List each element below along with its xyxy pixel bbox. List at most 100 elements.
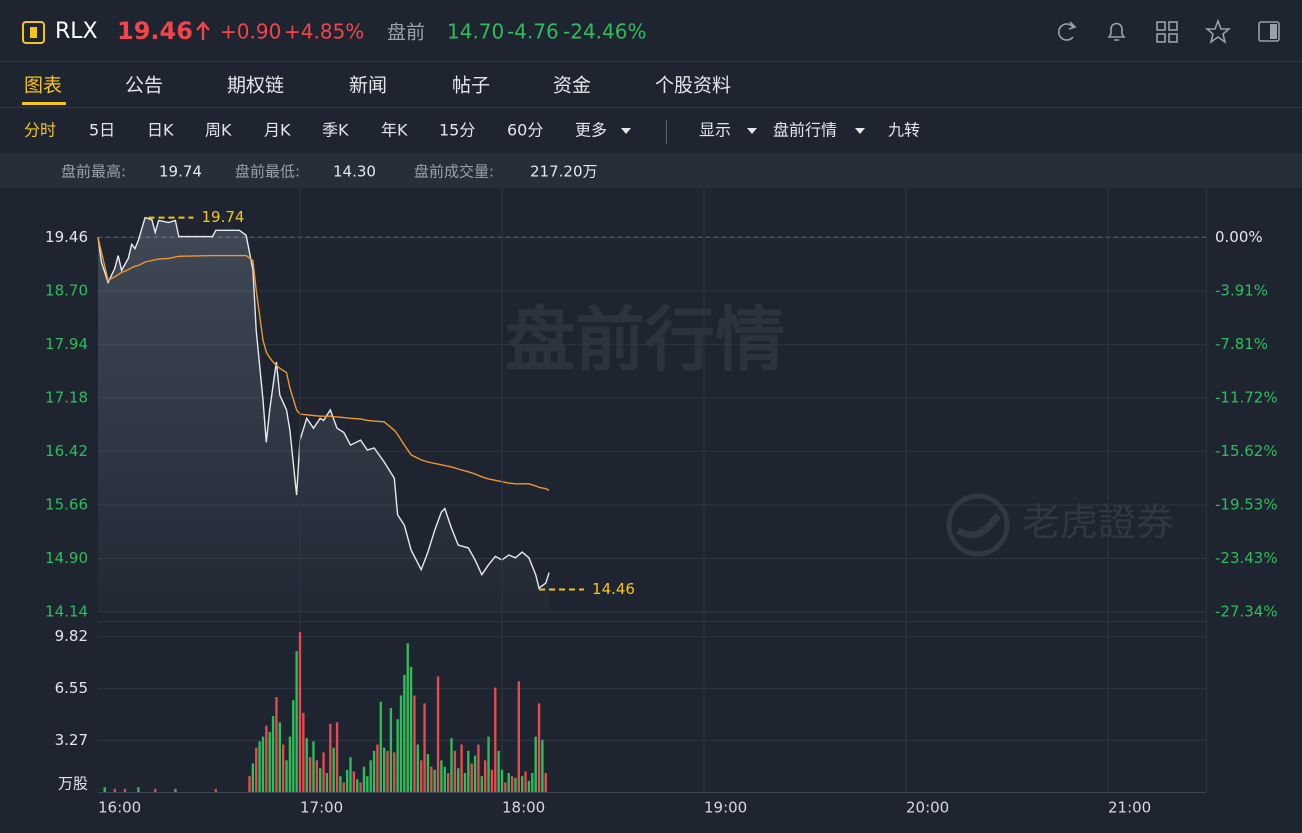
volume-bar bbox=[524, 771, 527, 792]
volume-bar bbox=[430, 766, 433, 792]
pre-change: -4.76 bbox=[507, 20, 559, 44]
average-line bbox=[97, 237, 550, 491]
tab[interactable]: 个股资料 bbox=[655, 75, 731, 97]
volume-bar bbox=[510, 776, 514, 792]
stat-value: 19.74 bbox=[159, 163, 202, 181]
toolbar-button[interactable]: 日K bbox=[147, 121, 174, 140]
volume-bar bbox=[372, 750, 376, 792]
volume-bar bbox=[352, 771, 356, 792]
volume-bar bbox=[285, 760, 288, 792]
stats-bar bbox=[0, 153, 1302, 188]
volume-bar bbox=[103, 787, 106, 792]
tab[interactable]: 公告 bbox=[125, 75, 163, 97]
logo-icon bbox=[946, 493, 1010, 557]
volume-bar bbox=[487, 736, 490, 792]
volume-bar bbox=[500, 769, 504, 792]
volume-bar bbox=[473, 755, 477, 792]
volume-bar bbox=[406, 643, 409, 792]
toolbar-button[interactable]: 年K bbox=[381, 121, 408, 140]
y-tick-label: 3.27 bbox=[55, 731, 88, 749]
stat-label: 盘前成交量: bbox=[414, 163, 494, 181]
volume-bar bbox=[386, 750, 389, 792]
y2-tick-label: -7.81% bbox=[1215, 335, 1268, 353]
volume-bar bbox=[470, 763, 473, 792]
tab[interactable]: 帖子 bbox=[452, 75, 490, 97]
dropdown-caret bbox=[855, 128, 865, 134]
y-tick-label: 万股 bbox=[58, 775, 88, 793]
volume-bar bbox=[514, 777, 517, 792]
toolbar-button[interactable]: 15分 bbox=[439, 121, 475, 140]
volume-bar bbox=[382, 747, 386, 792]
volume-bar bbox=[305, 738, 308, 792]
volume-bar bbox=[271, 716, 275, 792]
volume-bar bbox=[453, 750, 457, 792]
toolbar-button[interactable]: 分时 bbox=[24, 121, 56, 140]
y2-tick-label: 0.00% bbox=[1215, 228, 1263, 246]
price-area bbox=[98, 217, 550, 612]
volume-bar bbox=[369, 760, 372, 792]
volume-bar bbox=[477, 744, 480, 792]
star-icon[interactable] bbox=[1204, 18, 1232, 44]
volume-bar bbox=[480, 776, 483, 792]
toolbar-button[interactable]: 5日 bbox=[89, 121, 115, 140]
volume-bar bbox=[295, 651, 298, 792]
toolbar-button[interactable]: 显示 bbox=[699, 121, 731, 140]
y-tick-label: 6.55 bbox=[55, 679, 88, 697]
volume-bar bbox=[517, 681, 521, 792]
panel-icon[interactable] bbox=[1258, 21, 1280, 42]
volume-bar bbox=[255, 747, 258, 792]
watermark: 盘前行情 bbox=[505, 299, 785, 381]
tab[interactable]: 图表 bbox=[24, 75, 62, 97]
toolbar-button[interactable]: 60分 bbox=[507, 121, 543, 140]
volume-bar bbox=[261, 736, 265, 792]
y-tick-label: 19.46 bbox=[45, 228, 88, 246]
toolbar-button[interactable]: 周K bbox=[205, 121, 232, 140]
volume-bar bbox=[433, 769, 436, 792]
volume-bar bbox=[258, 741, 261, 792]
volume-bar bbox=[329, 723, 332, 792]
volume-bar bbox=[534, 736, 537, 792]
volume-bar bbox=[403, 674, 406, 792]
logo-text: 老虎證券 bbox=[1022, 501, 1174, 545]
x-tick-label: 20:00 bbox=[906, 799, 949, 817]
stat-value: 217.20万 bbox=[530, 163, 598, 181]
toolbar-button[interactable]: 九转 bbox=[888, 121, 920, 140]
volume-bar bbox=[379, 701, 382, 792]
bell-icon[interactable] bbox=[1107, 22, 1126, 41]
volume-bar bbox=[399, 695, 403, 792]
volume-bar bbox=[446, 773, 450, 792]
volume-bar bbox=[537, 703, 541, 792]
tab[interactable]: 期权链 bbox=[227, 75, 284, 97]
toolbar-button[interactable]: 更多 bbox=[575, 121, 607, 140]
volume-bar bbox=[443, 766, 446, 792]
volume-bar bbox=[345, 769, 349, 792]
toolbar-button[interactable]: 月K bbox=[264, 121, 291, 140]
active-tab-underline bbox=[22, 102, 66, 105]
volume-bar bbox=[123, 788, 127, 792]
volume-bar bbox=[527, 780, 531, 792]
volume-bar bbox=[302, 712, 305, 792]
volume-bar bbox=[389, 708, 393, 792]
tab[interactable]: 新闻 bbox=[349, 75, 387, 97]
volume-bar bbox=[494, 687, 497, 792]
volume-bar bbox=[288, 736, 292, 792]
volume-bar bbox=[275, 697, 278, 792]
y-tick-label: 18.70 bbox=[45, 281, 88, 299]
volume-bar bbox=[376, 744, 379, 792]
volume-bar bbox=[413, 695, 416, 792]
volume-bar bbox=[504, 782, 507, 792]
y2-tick-label: -27.34% bbox=[1215, 603, 1278, 621]
y2-tick-label: -19.53% bbox=[1215, 495, 1278, 513]
tab[interactable]: 资金 bbox=[553, 75, 591, 97]
y-tick-label: 14.90 bbox=[45, 549, 88, 567]
volume-bar bbox=[325, 773, 329, 792]
volume-bar bbox=[308, 757, 312, 792]
toolbar-button[interactable]: 盘前行情 bbox=[773, 121, 837, 140]
refresh-icon[interactable] bbox=[1058, 21, 1077, 41]
grid-icon[interactable] bbox=[1156, 21, 1178, 43]
y2-tick-label: -15.62% bbox=[1215, 442, 1278, 460]
market-icon-inner bbox=[30, 27, 37, 38]
stat-label: 盘前最高: bbox=[61, 163, 126, 181]
toolbar-button[interactable]: 季K bbox=[322, 121, 349, 140]
x-tick-label: 17:00 bbox=[300, 799, 343, 817]
